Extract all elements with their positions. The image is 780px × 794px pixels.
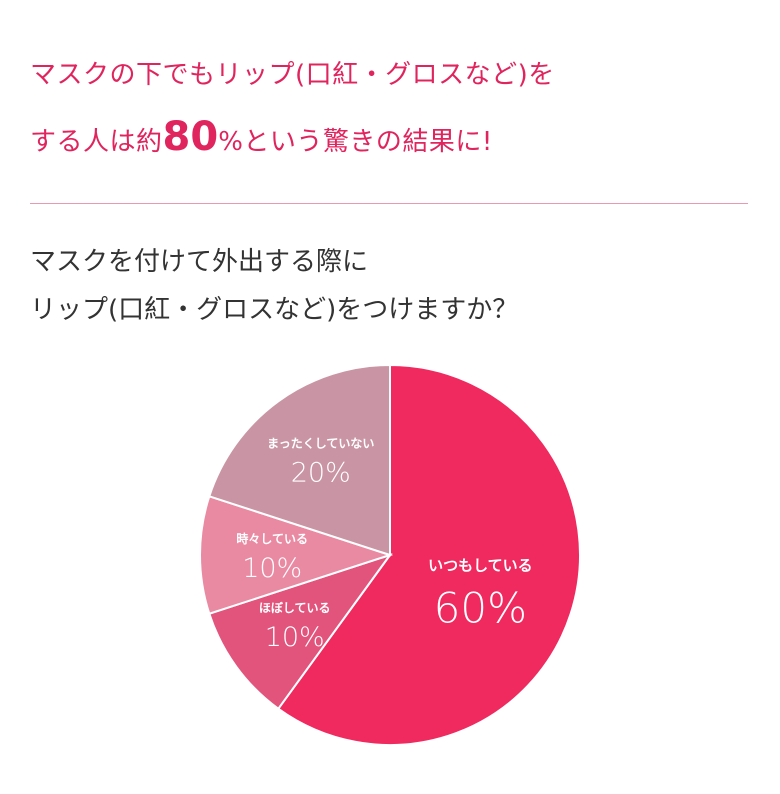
pie-value-mostly: 10%: [265, 622, 325, 653]
pie-label-never: まったくしていない: [267, 437, 374, 451]
headline-line-2: する人は約80%という驚きの結果に!: [30, 106, 750, 173]
pie-slice-sometimes: [199, 495, 394, 615]
pie-value-never: 20%: [291, 458, 351, 489]
pie-slice-never: [208, 363, 391, 557]
pie-label-sometimes: 時々している: [236, 531, 308, 546]
headline-line-2-after: %という驚きの結果に!: [218, 127, 493, 157]
pie-slice-always: [276, 363, 581, 746]
question-line-1: マスクを付けて外出する際に: [30, 247, 369, 277]
pie-value-sometimes: 10%: [242, 553, 302, 584]
headline: マスクの下でもリップ(口紅・グロスなど)を する人は約80%という驚きの結果に!: [30, 44, 750, 173]
headline-highlight-number: 80: [162, 114, 219, 160]
question-line-2: リップ(口紅・グロスなど)をつけますか？: [30, 295, 519, 325]
headline-line-1: マスクの下でもリップ(口紅・グロスなど)を: [30, 60, 555, 90]
survey-question: マスクを付けて外出する際に リップ(口紅・グロスなど)をつけますか？: [30, 238, 750, 334]
headline-line-2-before: する人は約: [30, 127, 163, 157]
pie-label-always: いつもしている: [428, 556, 533, 574]
section-divider: [30, 203, 748, 204]
pie-slice-mostly: [208, 553, 393, 711]
pie-label-mostly: ほぼしている: [259, 601, 331, 615]
pie-value-always: 60%: [434, 583, 527, 632]
